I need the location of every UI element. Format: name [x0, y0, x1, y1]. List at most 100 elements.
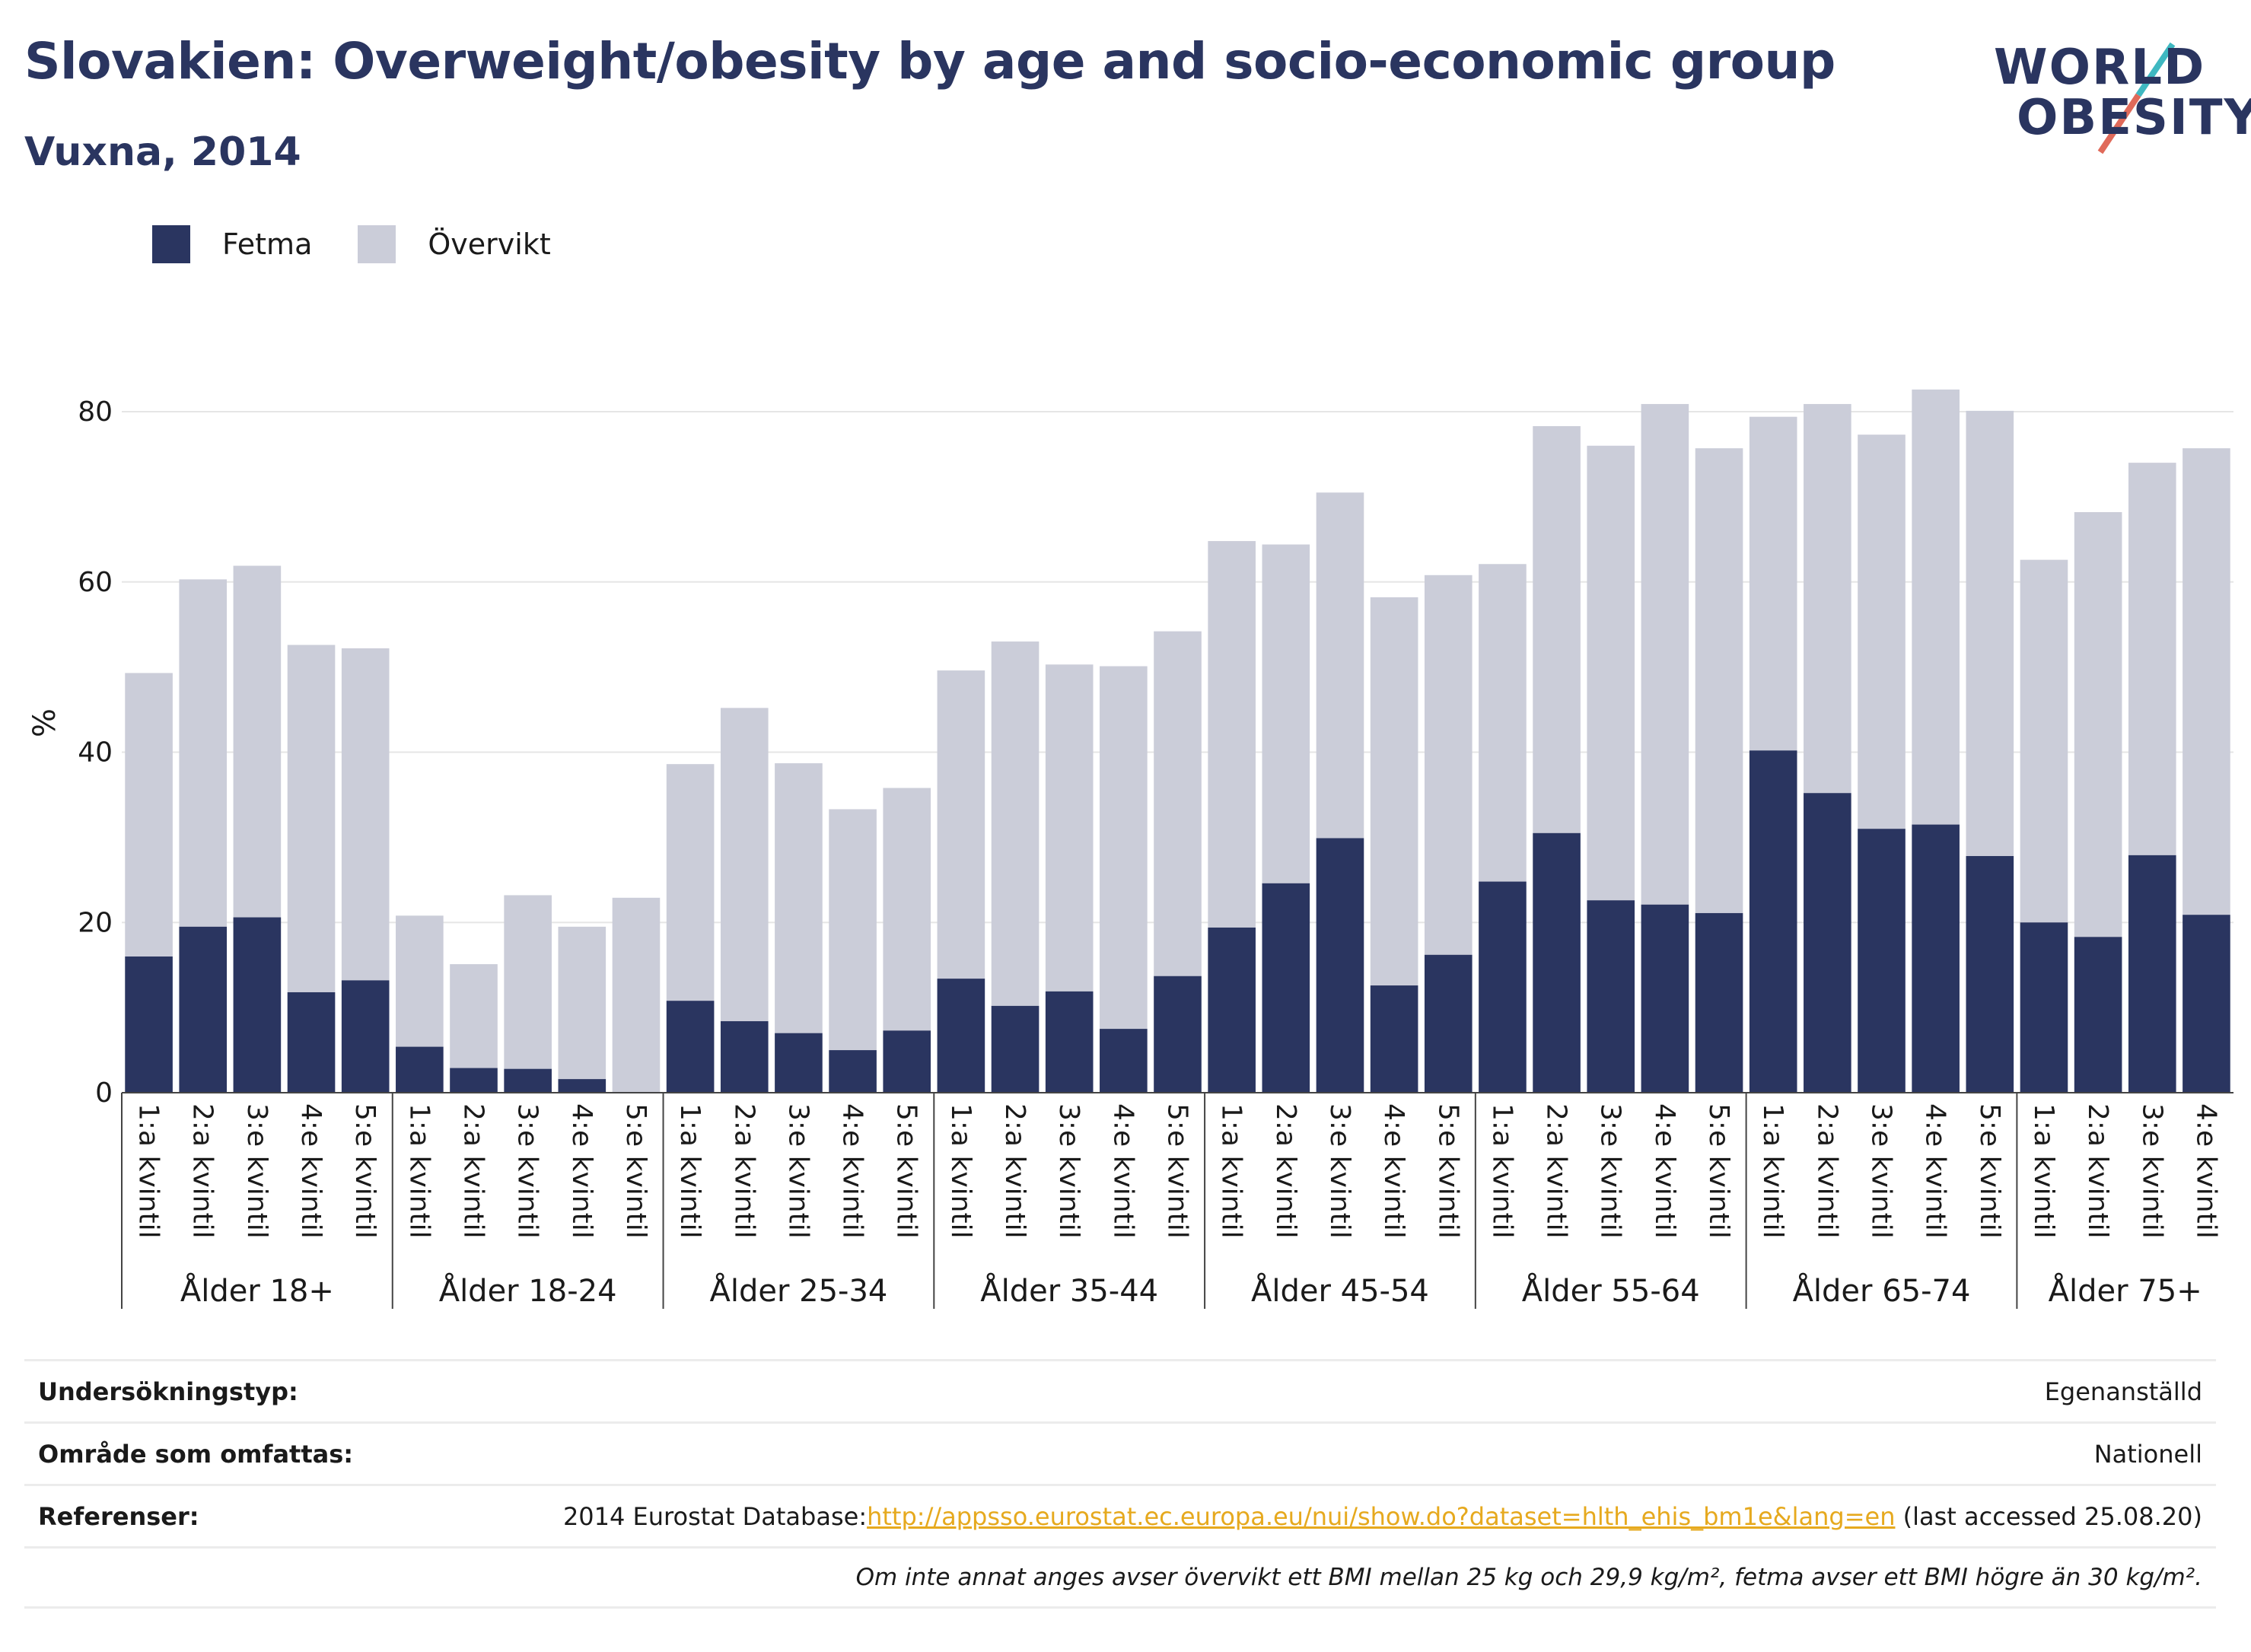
bar-fetma — [2020, 922, 2068, 1093]
x-tick-label: 2:a kvintil — [1541, 1103, 1572, 1239]
legend-label-overvikt: Övervikt — [428, 228, 551, 261]
legend-item-overvikt: Övervikt — [358, 225, 551, 263]
logo-text-world: WORLD — [1994, 40, 2206, 96]
bar-fetma — [1208, 927, 1256, 1093]
bar-overvikt — [450, 964, 498, 1068]
bar-fetma — [1804, 793, 1851, 1093]
bar-overvikt — [1424, 575, 1473, 955]
x-tick-label: 2:a kvintil — [999, 1103, 1030, 1239]
group-label: Ålder 25-34 — [709, 1272, 887, 1309]
bar-overvikt — [1749, 416, 1797, 751]
x-tick-label: 2:a kvintil — [2082, 1103, 2113, 1239]
x-tick-label: 4:e kvintil — [1920, 1103, 1951, 1239]
bar-overvikt — [991, 641, 1040, 1006]
bar-fetma — [179, 926, 228, 1093]
bar-overvikt — [612, 897, 661, 1093]
x-tick-label: 5:e kvintil — [1432, 1103, 1463, 1239]
bar-fetma — [1912, 824, 1960, 1093]
group-label: Ålder 18-24 — [439, 1272, 617, 1309]
bar-fetma — [1533, 832, 1581, 1093]
legend-label-fetma: Fetma — [222, 228, 313, 261]
bar-fetma — [450, 1068, 498, 1093]
y-tick-label: 80 — [78, 396, 113, 428]
x-tick-label: 2:a kvintil — [187, 1103, 218, 1239]
definition-note: Om inte annat anges avser övervikt ett B… — [855, 1564, 2202, 1591]
bar-overvikt — [125, 673, 173, 957]
bar-overvikt — [287, 645, 336, 992]
info-table: Undersökningstyp: Egenanställd Område so… — [24, 1359, 2216, 1609]
area-label: Område som omfattas: — [38, 1439, 354, 1469]
bar-overvikt — [1100, 666, 1148, 1030]
info-row-survey-type: Undersökningstyp: Egenanställd — [24, 1359, 2216, 1421]
x-tick-label: 1:a kvintil — [1486, 1103, 1517, 1239]
group-label: Ålder 45-54 — [1251, 1272, 1429, 1309]
x-tick-label: 1:a kvintil — [1216, 1103, 1247, 1239]
group-label: Ålder 18+ — [180, 1272, 334, 1309]
bar-overvikt — [666, 764, 715, 1001]
references-link[interactable]: http://appsso.eurostat.ec.europa.eu/nui/… — [867, 1501, 1896, 1531]
x-tick-label: 3:e kvintil — [512, 1103, 543, 1239]
x-tick-label: 1:a kvintil — [945, 1103, 976, 1239]
x-tick-label: 5:e kvintil — [620, 1103, 651, 1239]
bar-overvikt — [1316, 492, 1364, 839]
bar-fetma — [937, 979, 985, 1093]
bar-overvikt — [1370, 597, 1418, 986]
survey-type-label: Undersökningstyp: — [38, 1377, 298, 1406]
x-tick-label: 5:e kvintil — [1703, 1103, 1734, 1239]
bar-fetma — [775, 1033, 823, 1093]
logo-text-obesity: OBESITY — [2017, 90, 2251, 146]
info-row-area: Område som omfattas: Nationell — [24, 1421, 2216, 1484]
bar-overvikt — [233, 565, 282, 918]
x-tick-label: 3:e kvintil — [2136, 1103, 2167, 1239]
bar-overvikt — [341, 648, 390, 981]
x-tick-label: 4:e kvintil — [566, 1103, 597, 1239]
bar-fetma — [1370, 985, 1418, 1093]
bar-overvikt — [504, 895, 552, 1069]
info-row-references: Referenser: 2014 Eurostat Database:http:… — [24, 1484, 2216, 1546]
x-tick-label: 3:e kvintil — [1866, 1103, 1897, 1239]
bar-fetma — [2074, 937, 2122, 1093]
bar-fetma — [287, 992, 336, 1093]
bar-fetma — [1641, 904, 1689, 1093]
bar-overvikt — [2183, 448, 2230, 915]
x-tick-label: 2:a kvintil — [728, 1103, 759, 1239]
x-tick-label: 3:e kvintil — [1595, 1103, 1626, 1239]
bar-fetma — [1587, 900, 1635, 1093]
bar-overvikt — [2020, 559, 2068, 923]
group-label: Ålder 65-74 — [1793, 1272, 1971, 1309]
references-label: Referenser: — [38, 1501, 199, 1531]
chart-legend: Fetma Övervikt — [152, 225, 597, 263]
x-tick-label: 1:a kvintil — [674, 1103, 705, 1239]
bar-overvikt — [1479, 564, 1527, 882]
x-tick-label: 2:a kvintil — [458, 1103, 489, 1239]
references-value: 2014 Eurostat Database:http://appsso.eur… — [563, 1502, 2202, 1531]
x-tick-label: 5:e kvintil — [349, 1103, 380, 1239]
legend-swatch-overvikt — [358, 225, 396, 263]
x-tick-label: 4:e kvintil — [1649, 1103, 1680, 1239]
bar-overvikt — [1966, 410, 2014, 856]
bar-fetma — [2183, 915, 2230, 1093]
bar-fetma — [2128, 855, 2176, 1093]
x-tick-label: 3:e kvintil — [1053, 1103, 1084, 1239]
group-label: Ålder 55-64 — [1522, 1272, 1700, 1309]
references-prefix: 2014 Eurostat Database: — [562, 1501, 868, 1531]
bar-overvikt — [775, 763, 823, 1033]
bar-overvikt — [396, 915, 444, 1047]
bar-fetma — [1479, 881, 1527, 1093]
bar-overvikt — [1533, 426, 1581, 833]
bar-fetma — [1695, 912, 1743, 1093]
info-row-note: Om inte annat anges avser övervikt ett B… — [24, 1546, 2216, 1609]
bar-fetma — [341, 980, 390, 1093]
bar-overvikt — [1804, 403, 1851, 794]
bar-fetma — [233, 917, 282, 1093]
references-suffix: (last accessed 25.08.20) — [1895, 1501, 2202, 1531]
x-tick-label: 4:e kvintil — [837, 1103, 868, 1239]
bar-overvikt — [1641, 403, 1689, 905]
legend-swatch-fetma — [152, 225, 190, 263]
x-tick-label: 4:e kvintil — [1378, 1103, 1409, 1239]
x-tick-label: 1:a kvintil — [1757, 1103, 1788, 1239]
bar-fetma — [1045, 991, 1094, 1093]
bar-overvikt — [2128, 463, 2176, 855]
bar-fetma — [1316, 838, 1364, 1093]
bar-fetma — [396, 1046, 444, 1093]
